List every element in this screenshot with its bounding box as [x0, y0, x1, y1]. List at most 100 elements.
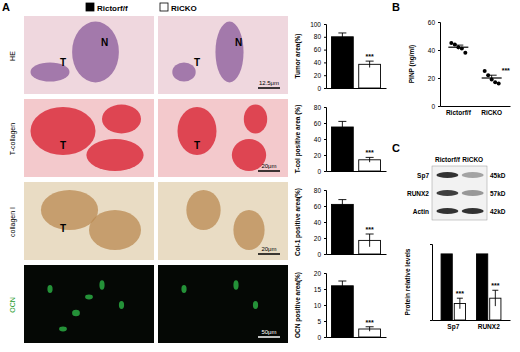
tick-label: 20	[314, 235, 322, 242]
error-cap	[366, 61, 374, 62]
tissue-region	[72, 310, 80, 316]
blot-size-label: 42kD	[490, 208, 506, 215]
tissue-region	[233, 210, 264, 250]
tick-label: 80	[314, 33, 322, 40]
tick-mark	[324, 222, 326, 223]
bar	[441, 254, 452, 320]
tick: 0	[317, 334, 326, 341]
bar	[359, 64, 381, 88]
tissue-region	[233, 280, 238, 290]
tick-label: 20	[314, 270, 322, 277]
annotations: ***	[366, 319, 374, 326]
legend-label: Rictorf/f	[97, 4, 128, 13]
error-bar	[487, 75, 497, 81]
micrograph	[158, 265, 288, 343]
x-axis	[327, 88, 387, 90]
error-bar	[366, 327, 374, 331]
axis-line	[327, 337, 387, 338]
blot-row-label: Sp7	[417, 172, 429, 180]
blot-row-label: RUNX2	[407, 190, 429, 197]
image-background	[24, 265, 154, 343]
tick-mark	[324, 190, 326, 191]
tick-mark	[324, 171, 326, 172]
tissue-region	[102, 105, 141, 134]
tick: 40	[314, 136, 326, 143]
figure: ABCRictorf/fRiCKOHETNTN12.5μmT-collagenT…	[0, 0, 520, 352]
blot-band	[436, 190, 458, 196]
significance: ***	[366, 53, 374, 60]
row-label: OCN	[9, 297, 16, 313]
tick: 80	[314, 104, 326, 111]
tissue-region	[41, 190, 98, 230]
plot-area	[441, 254, 501, 320]
image-background	[158, 99, 288, 177]
tick: RiCKO	[481, 106, 502, 116]
x-axis	[327, 254, 387, 256]
tick-label: 60	[314, 120, 322, 127]
tick: 20	[314, 72, 326, 79]
micrograph	[24, 265, 154, 343]
tick-label: 0	[317, 334, 321, 341]
error-bar	[338, 121, 346, 132]
tick-mark	[324, 321, 326, 322]
tick: 60	[314, 120, 326, 127]
tick-mark	[324, 305, 326, 306]
tick: 80	[314, 187, 326, 194]
tissue-region	[89, 210, 141, 250]
y-axis: 020406080	[314, 104, 327, 175]
scale-bar	[258, 253, 280, 255]
error-cap	[487, 75, 497, 76]
error-stem	[342, 200, 343, 210]
axis-title: T-col positive area (%)	[294, 105, 302, 174]
bar	[331, 204, 353, 254]
tick-mark	[324, 155, 326, 156]
y-axis: 0 20 40 60 80	[314, 187, 327, 258]
plot-area	[331, 121, 380, 171]
tick-mark	[324, 107, 326, 108]
tick-label: 100	[310, 21, 321, 28]
y-axis: 020406080100	[310, 21, 326, 92]
tick: 60	[314, 203, 326, 210]
chart: OCN positive area(%)***05101520	[294, 270, 387, 341]
axis-line	[327, 254, 387, 255]
error-stem	[491, 75, 492, 81]
chart: Col-1 positive area(%)***020406080	[294, 187, 387, 258]
y-axis: 0204060	[428, 19, 441, 110]
tick: 0	[431, 103, 440, 110]
tick-mark	[324, 139, 326, 140]
tick: 60	[428, 19, 440, 26]
tick-mark	[324, 37, 326, 38]
tick-label: 10	[314, 302, 322, 309]
point	[493, 80, 497, 84]
error-cap	[338, 121, 346, 122]
error-cap	[338, 32, 346, 33]
tick: 20	[428, 75, 440, 82]
point	[483, 69, 487, 73]
row-label: T-collagen	[9, 123, 17, 155]
micrograph	[158, 99, 288, 177]
tissue-region	[85, 295, 93, 300]
tick: 40	[314, 219, 326, 226]
row-label: collagen I	[9, 207, 17, 237]
error-bar	[457, 298, 463, 309]
error-cap	[338, 199, 346, 200]
point	[463, 51, 467, 55]
tick: 60	[314, 46, 326, 53]
scale-bar	[258, 87, 280, 89]
panel-label: B	[392, 1, 400, 13]
error-bar	[366, 157, 374, 162]
blot-row-label: Actin	[413, 208, 429, 215]
annotations: ***	[366, 149, 374, 156]
error-bar	[338, 200, 346, 210]
tick-label: 40	[314, 219, 322, 226]
scale-bar	[258, 170, 280, 172]
tissue-region	[172, 62, 195, 81]
error-stem	[369, 234, 370, 247]
tick: Rictorf/f	[446, 106, 472, 116]
tick: 0	[317, 251, 326, 258]
bar	[331, 127, 353, 171]
blot-band	[462, 208, 484, 214]
axis-line	[441, 106, 511, 107]
axis-line	[324, 191, 327, 255]
scale-bar-label: 50μm	[261, 329, 276, 335]
